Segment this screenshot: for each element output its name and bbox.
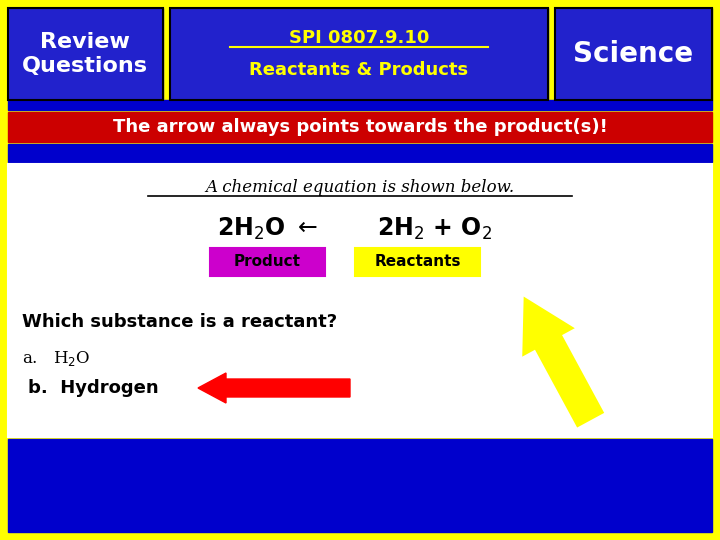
Bar [170, 8, 548, 100]
Text: Reactants: Reactants [374, 254, 461, 269]
Bar [8, 164, 712, 437]
Bar [20, 371, 192, 405]
Bar [355, 248, 480, 276]
Text: 2H$_2$O $\leftarrow$: 2H$_2$O $\leftarrow$ [217, 216, 318, 242]
Bar [170, 8, 548, 100]
Bar [8, 8, 163, 100]
Bar [210, 248, 325, 276]
Text: Product: Product [234, 254, 301, 269]
Text: A chemical equation is shown below.: A chemical equation is shown below. [205, 179, 515, 197]
Bar [8, 144, 712, 162]
Text: The arrow always points towards the product(s)!: The arrow always points towards the prod… [112, 118, 608, 136]
Bar [555, 8, 712, 100]
Bar [555, 8, 712, 100]
Text: 2H$_2$ + O$_2$: 2H$_2$ + O$_2$ [377, 216, 492, 242]
Bar [8, 8, 163, 100]
Text: Review
Questions: Review Questions [22, 32, 148, 76]
Text: SPI 0807.9.10: SPI 0807.9.10 [289, 29, 429, 48]
FancyArrow shape [198, 373, 350, 403]
Text: Reactants & Products: Reactants & Products [249, 60, 469, 79]
FancyArrow shape [523, 299, 603, 426]
Bar [8, 439, 712, 532]
Text: a.   H$_2$O: a. H$_2$O [22, 349, 90, 368]
Text: Which substance is a reactant?: Which substance is a reactant? [22, 313, 337, 331]
Text: Science: Science [573, 40, 693, 68]
Text: b.  Hydrogen: b. Hydrogen [28, 379, 158, 397]
Bar [8, 112, 712, 142]
Bar [8, 100, 712, 110]
